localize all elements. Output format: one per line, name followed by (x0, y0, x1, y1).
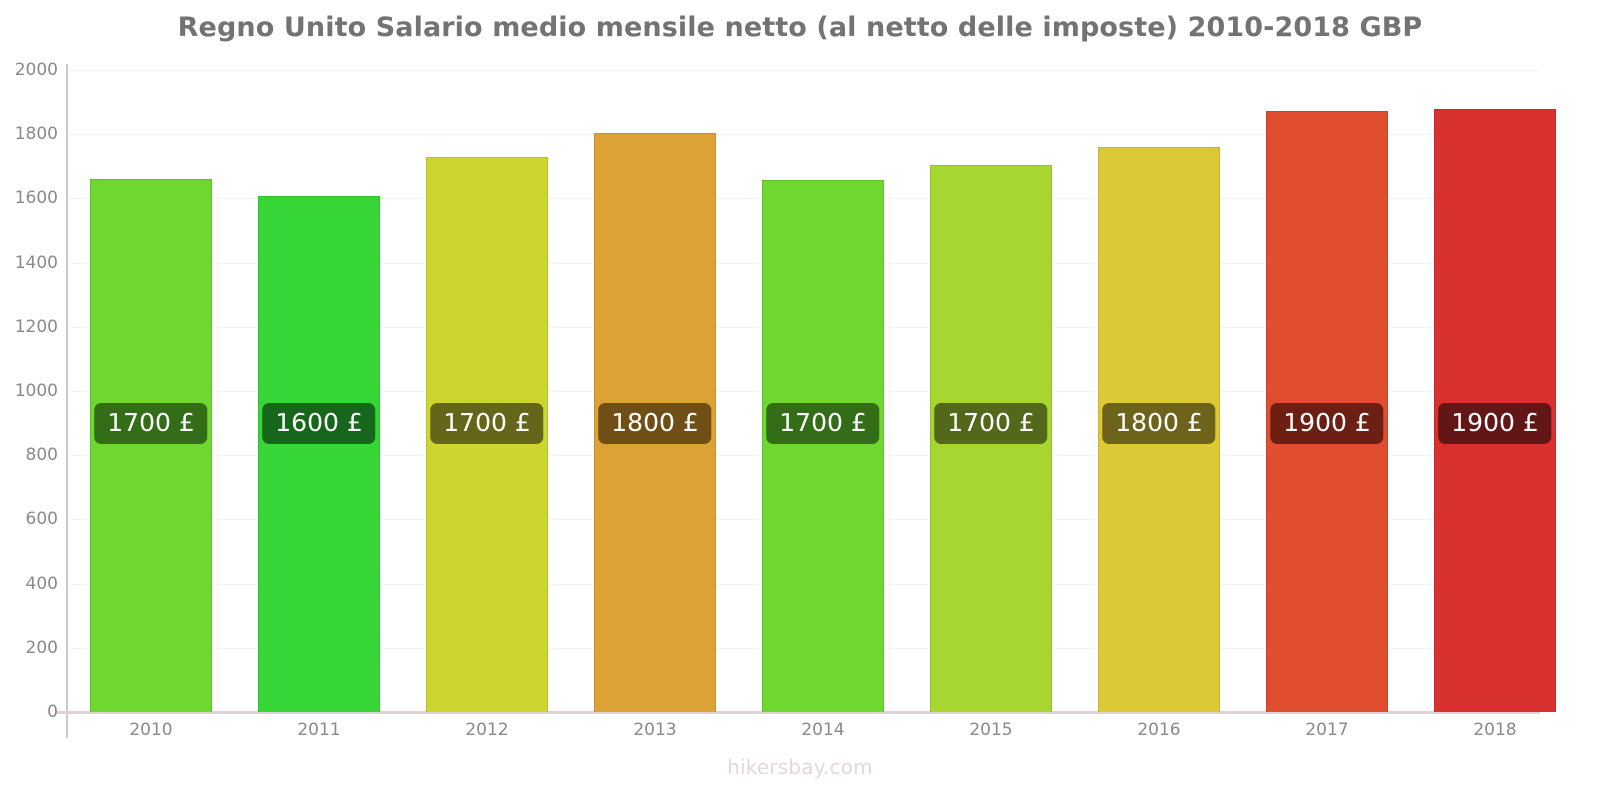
gridline (68, 70, 1540, 71)
gridline (68, 134, 1540, 136)
y-axis-tick-label: 600 (25, 509, 58, 530)
x-axis-tick-label: 2016 (1137, 720, 1181, 740)
x-axis-tick-label: 2013 (633, 720, 677, 740)
plot-area: 1700 £ 1600 £ 1700 £ 1800 £ 1700 £ 1700 £ 1800… (68, 70, 1556, 712)
x-axis-tick-label: 2010 (129, 720, 173, 740)
y-axis-tick-label: 800 (25, 445, 58, 466)
x-axis-tick-label: 2011 (297, 720, 341, 740)
bar-value-label: 1700 £ (934, 403, 1048, 444)
bar-value-label: 1700 £ (766, 403, 880, 444)
bar-value-label: 1800 £ (1102, 403, 1216, 444)
y-axis-tick-label: 1400 (14, 252, 58, 273)
bar[interactable] (90, 179, 212, 712)
x-axis-tick-label: 2012 (465, 720, 509, 740)
bar[interactable] (762, 180, 884, 712)
bar[interactable] (258, 195, 380, 712)
x-axis-line (56, 711, 1540, 714)
y-axis-tick-label: 0 (47, 702, 58, 722)
y-axis-tick-label: 2000 (14, 60, 58, 80)
source-watermark: hikersbay.com (727, 755, 873, 779)
y-axis-tick-label: 1000 (14, 381, 58, 401)
y-axis-tick-label: 1600 (14, 188, 58, 209)
y-axis-tick-label: 1200 (14, 316, 58, 337)
y-axis-tick-label: 400 (25, 573, 58, 594)
y-axis-tick-label: 200 (25, 637, 58, 658)
x-axis-tick-label: 2014 (801, 720, 845, 740)
bar-value-label: 1800 £ (598, 403, 712, 444)
y-axis-line (66, 64, 68, 716)
bar-value-label: 1700 £ (94, 403, 208, 444)
bar-value-label: 1600 £ (262, 403, 376, 444)
bar-value-label: 1900 £ (1438, 403, 1552, 444)
page-title: Regno Unito Salario medio mensile netto … (177, 12, 1423, 43)
x-axis-tick-label: 2017 (1305, 720, 1349, 740)
x-axis-tick-label: 2018 (1473, 720, 1517, 740)
bar-value-label: 1900 £ (1270, 403, 1384, 444)
y-axis-tick-stub (66, 712, 68, 738)
bar-value-label: 1700 £ (430, 403, 544, 444)
x-axis-tick-label: 2015 (969, 720, 1013, 740)
y-axis-tick-label: 1800 (14, 124, 58, 145)
